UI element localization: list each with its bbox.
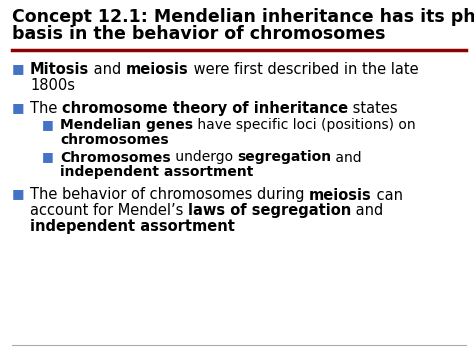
Text: chromosomes: chromosomes	[60, 133, 169, 147]
Text: segregation: segregation	[237, 151, 331, 164]
Text: can: can	[372, 187, 403, 202]
Text: chromosome theory of inheritance: chromosome theory of inheritance	[62, 101, 348, 116]
Text: ■: ■	[42, 151, 54, 164]
Text: and: and	[331, 151, 362, 164]
Text: and: and	[351, 203, 383, 218]
Text: and: and	[89, 62, 126, 77]
Text: meiosis: meiosis	[126, 62, 189, 77]
Text: were first described in the late: were first described in the late	[189, 62, 419, 77]
Text: Mitosis: Mitosis	[30, 62, 89, 77]
Text: independent assortment: independent assortment	[30, 218, 235, 234]
Text: states: states	[348, 101, 398, 116]
Text: laws of segregation: laws of segregation	[188, 203, 351, 218]
Text: ■: ■	[12, 62, 25, 75]
Text: ■: ■	[12, 101, 25, 114]
Text: Concept 12.1: Mendelian inheritance has its physical: Concept 12.1: Mendelian inheritance has …	[12, 8, 474, 26]
Text: ■: ■	[42, 119, 54, 131]
Text: basis in the behavior of chromosomes: basis in the behavior of chromosomes	[12, 25, 385, 43]
Text: have specific loci (positions) on: have specific loci (positions) on	[193, 119, 416, 132]
Text: Mendelian genes: Mendelian genes	[60, 119, 193, 132]
Text: The behavior of chromosomes during: The behavior of chromosomes during	[30, 187, 309, 202]
Text: account for Mendel’s: account for Mendel’s	[30, 203, 188, 218]
Text: independent assortment: independent assortment	[60, 165, 254, 179]
Text: meiosis: meiosis	[309, 187, 372, 202]
Text: The: The	[30, 101, 62, 116]
Text: ■: ■	[12, 187, 25, 201]
Text: 1800s: 1800s	[30, 77, 75, 93]
Text: Chromosomes: Chromosomes	[60, 151, 171, 164]
Text: undergo: undergo	[171, 151, 237, 164]
